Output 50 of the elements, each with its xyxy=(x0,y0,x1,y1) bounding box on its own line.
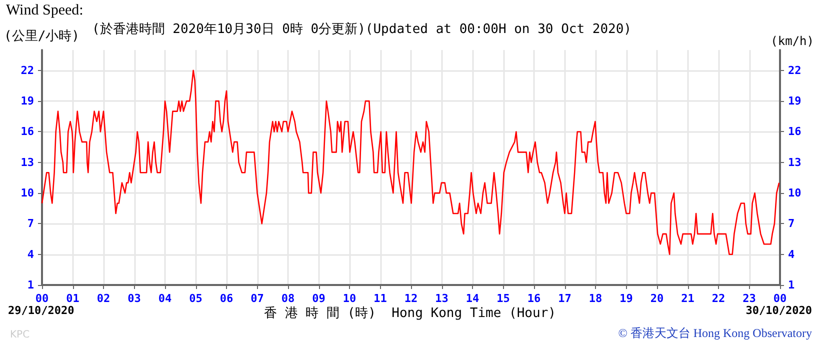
y2-tick-label: 16 xyxy=(788,125,802,138)
x-tick-label: 16 xyxy=(527,292,541,305)
y-tick-label: 13 xyxy=(20,156,34,169)
x-tick-label: 19 xyxy=(620,292,633,305)
y-tick-label: 1 xyxy=(27,278,34,292)
x-tick-label: 00 xyxy=(773,292,787,305)
y2-tick-label: 10 xyxy=(788,186,802,200)
y-tick-label: 22 xyxy=(20,64,34,77)
x-tick-label: 05 xyxy=(189,292,202,305)
y2-tick-label: 7 xyxy=(788,217,795,230)
x-tick-label: 18 xyxy=(588,292,602,305)
x-tick-label: 23 xyxy=(742,292,756,305)
x-tick-label: 07 xyxy=(250,292,264,305)
x-tick-label: 13 xyxy=(435,292,448,305)
y2-tick-label: 1 xyxy=(788,278,795,292)
y-axis-title: (公里/小時) xyxy=(4,29,80,44)
x-tick-label: 17 xyxy=(558,292,572,305)
y-tick-label: 4 xyxy=(27,248,34,261)
y-tick-label: 19 xyxy=(20,94,34,108)
text: 30/10/2020 xyxy=(746,304,812,317)
x-tick-label: 14 xyxy=(466,292,480,305)
y2-tick-label: 19 xyxy=(788,94,802,108)
x-tick-label: 08 xyxy=(281,292,295,305)
x-tick-label: 10 xyxy=(342,292,356,305)
x-tick-label: 11 xyxy=(374,292,388,305)
x-tick-label: 02 xyxy=(96,292,110,305)
y-tick-label: 10 xyxy=(20,186,34,200)
line-series xyxy=(41,70,780,255)
text: © 香港天文台 Hong Kong Observatory xyxy=(618,326,812,340)
y-tick-label: 7 xyxy=(27,217,34,230)
x-tick-label: 03 xyxy=(128,292,141,305)
x-axis-title: 香 港 時 間 (時) Hong Kong Time (Hour) xyxy=(264,306,556,321)
text: 29/10/2020 xyxy=(8,304,74,317)
x-tick-label: 00 xyxy=(35,292,49,305)
y-tick-label: 16 xyxy=(20,125,34,138)
x-tick-label: 01 xyxy=(66,292,80,305)
x-tick-label: 21 xyxy=(681,292,695,305)
x-tick-label: 22 xyxy=(712,292,726,305)
y2-tick-label: 13 xyxy=(788,156,802,169)
x-tick-label: 09 xyxy=(312,292,326,305)
y2-axis-title: (km/h) xyxy=(770,34,814,48)
chart-subtitle: (於香港時間 2020年10月30日 0時 0分更新)(Updated at 00:00H on 30 Oct 2020) xyxy=(92,22,632,37)
chart-title: Wind Speed: xyxy=(6,2,84,18)
x-tick-label: 15 xyxy=(496,292,510,305)
x-tick-label: 20 xyxy=(650,292,664,305)
x-tick-label: 12 xyxy=(404,292,418,305)
x-tick-label: 06 xyxy=(220,292,234,305)
y2-tick-label: 4 xyxy=(788,248,795,261)
y2-tick-label: 22 xyxy=(788,64,802,77)
x-tick-label: 04 xyxy=(158,292,172,305)
